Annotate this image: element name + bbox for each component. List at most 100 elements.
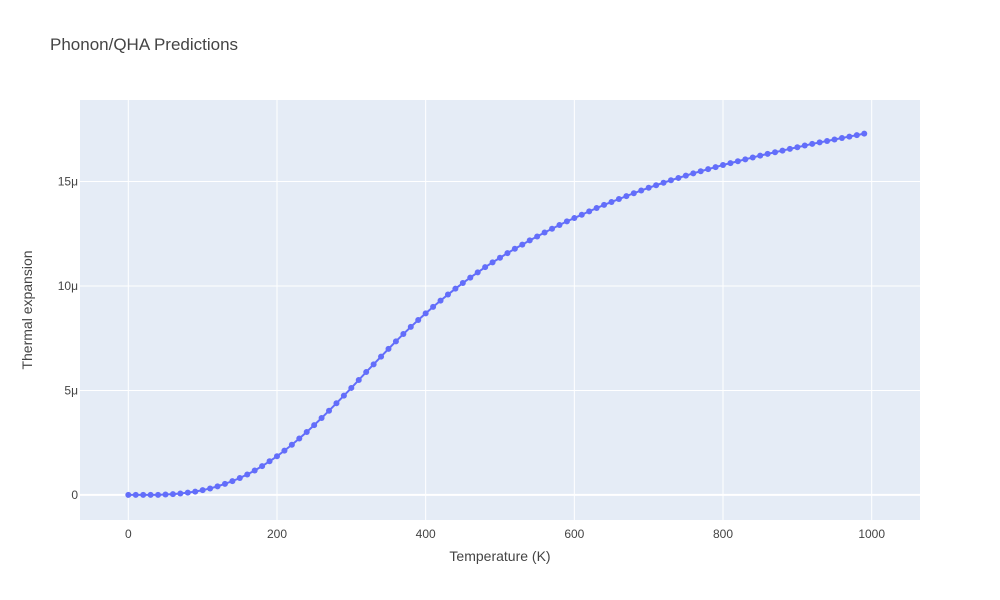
- data-point: [392, 338, 399, 345]
- data-point: [400, 331, 407, 338]
- plot-area: [80, 100, 920, 520]
- data-point: [125, 491, 132, 498]
- data-point: [853, 132, 860, 139]
- data-point: [474, 269, 481, 276]
- data-point: [645, 184, 652, 191]
- data-point: [355, 377, 362, 383]
- data-point: [229, 478, 236, 485]
- data-point: [482, 264, 489, 271]
- data-point: [489, 259, 496, 266]
- data-point: [244, 471, 251, 478]
- data-point: [207, 485, 214, 492]
- data-point: [177, 490, 184, 497]
- data-point: [155, 491, 162, 498]
- data-point: [742, 156, 749, 163]
- data-point: [281, 447, 288, 454]
- data-point: [318, 415, 325, 422]
- data-point: [363, 369, 370, 376]
- x-tick-label: 1000: [858, 527, 885, 541]
- data-point: [578, 211, 585, 218]
- data-point: [459, 280, 466, 287]
- data-point: [838, 135, 845, 142]
- data-point: [720, 161, 727, 168]
- data-point: [504, 250, 511, 257]
- data-point: [526, 237, 533, 244]
- data-point: [556, 221, 563, 228]
- data-point: [697, 168, 704, 175]
- data-point: [273, 453, 280, 460]
- x-tick-label: 400: [416, 527, 436, 541]
- data-point: [571, 215, 578, 222]
- y-tick-label: 15μ: [58, 174, 78, 188]
- data-point: [809, 140, 816, 147]
- data-point: [831, 136, 838, 143]
- data-point: [422, 310, 429, 317]
- data-point: [333, 400, 340, 407]
- data-point: [757, 152, 764, 159]
- data-point: [653, 182, 660, 189]
- x-tick-label: 0: [125, 527, 132, 541]
- data-point: [385, 345, 392, 352]
- data-point: [437, 297, 444, 304]
- data-point: [727, 160, 734, 167]
- data-point: [221, 480, 228, 487]
- data-point: [192, 488, 199, 495]
- data-point: [638, 187, 645, 194]
- data-point: [824, 137, 831, 144]
- x-axis-title: Temperature (K): [449, 548, 550, 564]
- data-point: [749, 154, 756, 161]
- data-point: [162, 491, 169, 498]
- data-point: [816, 139, 823, 146]
- data-point: [846, 133, 853, 140]
- data-point: [497, 254, 503, 261]
- y-tick-label: 0: [71, 488, 78, 502]
- series: [125, 130, 868, 498]
- data-point: [660, 179, 667, 186]
- data-point: [430, 303, 437, 310]
- data-point: [586, 208, 593, 215]
- data-point: [601, 201, 608, 208]
- data-point: [779, 147, 786, 154]
- data-point: [452, 285, 459, 292]
- data-point: [296, 435, 303, 442]
- data-point: [705, 166, 712, 173]
- data-point: [764, 150, 771, 157]
- data-point: [184, 489, 191, 496]
- data-point: [615, 196, 622, 203]
- data-point: [786, 145, 793, 152]
- data-point: [667, 177, 674, 184]
- data-point: [794, 144, 801, 151]
- data-point: [682, 172, 689, 179]
- data-point: [340, 392, 347, 399]
- data-point: [303, 429, 310, 436]
- data-point: [259, 463, 266, 470]
- data-point: [772, 149, 779, 156]
- data-point: [199, 487, 206, 494]
- data-point: [630, 190, 637, 197]
- y-tick-label: 5μ: [64, 383, 78, 397]
- data-point: [444, 291, 451, 298]
- data-point: [675, 174, 682, 181]
- tick-labels: 0 200 400 600 800 1000 0 5μ 10μ 15μ: [58, 174, 886, 541]
- data-point: [407, 323, 414, 330]
- chart-title: Phonon/QHA Predictions: [50, 35, 238, 54]
- data-point: [251, 467, 258, 474]
- grid-lines: [80, 100, 920, 520]
- data-point: [467, 274, 474, 281]
- data-point: [326, 407, 333, 414]
- data-point: [288, 441, 295, 448]
- y-tick-label: 10μ: [58, 279, 78, 293]
- data-point: [311, 422, 318, 429]
- x-tick-label: 200: [267, 527, 287, 541]
- x-tick-label: 800: [713, 527, 733, 541]
- data-point: [712, 164, 719, 171]
- data-point: [690, 170, 697, 177]
- x-tick-label: 600: [564, 527, 584, 541]
- data-point: [734, 158, 741, 165]
- data-point: [415, 317, 422, 324]
- data-point: [132, 491, 139, 498]
- data-point: [370, 361, 377, 368]
- data-point: [140, 491, 147, 498]
- data-point: [519, 241, 526, 248]
